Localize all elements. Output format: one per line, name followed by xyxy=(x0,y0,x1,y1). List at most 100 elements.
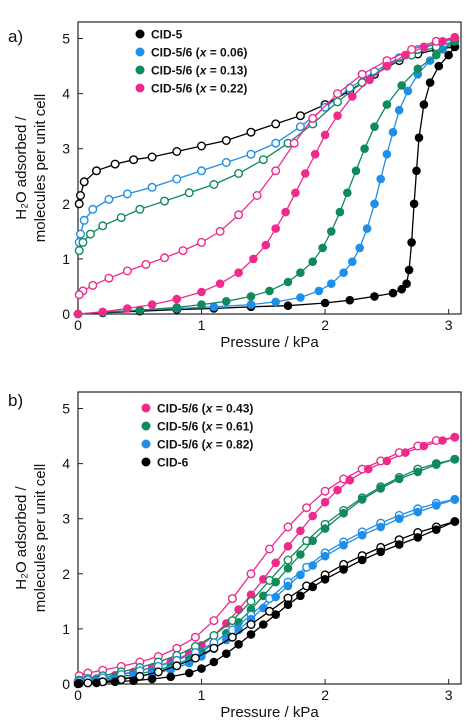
adsorption-point xyxy=(110,677,120,687)
legend-entry: CID-5/6 (x = 0.82) xyxy=(157,438,253,452)
adsorption-point xyxy=(320,551,330,561)
legend-entry-value: = 0.61) xyxy=(212,420,253,434)
legend-entry: CID-6 xyxy=(157,456,189,470)
x-tick-label: 3 xyxy=(445,687,453,703)
desorption-point xyxy=(147,152,157,162)
adsorption-point xyxy=(129,676,138,686)
panel-a: 0 1 2 3 0 1 2 3 4 5 Pressure / kPa H₂O adsorbed / mo… xyxy=(8,21,462,351)
adsorption-point xyxy=(362,224,372,233)
desorption-point xyxy=(357,69,367,79)
adsorption-point xyxy=(234,640,243,649)
desorption-point xyxy=(147,182,157,192)
legend-marker xyxy=(141,403,151,413)
desorption-point xyxy=(88,280,98,290)
adsorption-point xyxy=(432,525,441,535)
adsorption-point xyxy=(382,100,392,109)
legend-entry-prefix: CID-5 xyxy=(151,28,183,42)
desorption-point xyxy=(227,632,237,642)
desorption-point xyxy=(122,189,132,199)
y-tick-label: 1 xyxy=(62,621,70,637)
desorption-point xyxy=(75,190,85,200)
adsorption-point xyxy=(364,464,373,474)
desorption-point xyxy=(129,155,139,165)
desorption-point xyxy=(104,273,114,283)
adsorption-point xyxy=(404,265,414,275)
series-1 xyxy=(73,454,460,687)
series-2 xyxy=(73,36,460,319)
adsorption-point xyxy=(339,565,348,574)
desorption-point xyxy=(196,141,206,151)
legend-entry-variable: x xyxy=(205,438,214,452)
adsorption-point xyxy=(419,42,429,52)
adsorption-point xyxy=(271,610,281,619)
desorption-point xyxy=(246,620,256,630)
adsorption-point xyxy=(370,292,379,301)
desorption-point xyxy=(252,190,262,200)
adsorption-point xyxy=(308,561,318,570)
desorption-point xyxy=(320,102,330,112)
desorption-point xyxy=(320,486,330,496)
adsorption-point xyxy=(246,292,256,301)
adsorption-point xyxy=(147,300,157,309)
adsorption-point xyxy=(345,475,355,485)
adsorption-line xyxy=(77,458,455,683)
series-0 xyxy=(73,432,460,686)
x-axis-title: Pressure / kPa xyxy=(220,704,319,721)
desorption-point xyxy=(79,177,89,187)
adsorption-point xyxy=(402,279,411,289)
adsorption-point xyxy=(320,575,330,584)
adsorption-point xyxy=(184,668,194,678)
desorption-point xyxy=(135,671,145,681)
x-tick-label: 3 xyxy=(445,317,453,333)
adsorption-point xyxy=(283,301,293,311)
adsorption-point xyxy=(296,526,305,536)
adsorption-point xyxy=(413,533,423,542)
adsorption-point xyxy=(271,558,281,568)
desorption-point xyxy=(209,616,219,626)
adsorption-point xyxy=(73,309,83,319)
desorption-point xyxy=(295,122,305,132)
desorption-point xyxy=(227,594,237,604)
desorption-point xyxy=(295,111,305,121)
adsorption-point xyxy=(333,485,342,495)
x-tick-label: 2 xyxy=(321,687,329,703)
y-axis-title-line2: molecules per unit cell xyxy=(32,94,49,242)
adsorption-point xyxy=(345,295,355,305)
desorption-point xyxy=(271,166,281,176)
adsorption-point xyxy=(370,122,379,131)
desorption-point xyxy=(74,290,84,300)
desorption-point xyxy=(172,174,182,184)
adsorption-point xyxy=(357,495,367,504)
adsorption-point xyxy=(222,649,231,659)
y-axis-title-line2: molecules per unit cell xyxy=(32,464,49,612)
adsorption-point xyxy=(394,540,404,549)
desorption-point xyxy=(74,246,84,256)
desorption-point xyxy=(333,97,343,107)
y-tick-label: 5 xyxy=(62,31,70,47)
adsorption-point xyxy=(281,207,290,217)
y-tick-label: 1 xyxy=(62,251,70,267)
adsorption-point xyxy=(394,514,404,524)
adsorption-line xyxy=(77,38,456,315)
adsorption-point xyxy=(320,130,330,140)
desorption-point xyxy=(159,253,169,263)
adsorption-point xyxy=(308,511,318,521)
x-tick-label: 0 xyxy=(74,317,82,333)
y-tick-label: 2 xyxy=(62,566,70,582)
legend-entry-value: = 0.06) xyxy=(206,46,247,60)
adsorption-point xyxy=(320,497,330,507)
adsorption-point xyxy=(397,284,407,294)
panel-label: b) xyxy=(8,391,23,410)
adsorption-point xyxy=(283,600,293,610)
desorption-point xyxy=(153,667,163,677)
adsorption-point xyxy=(296,550,305,559)
legend-entry-prefix: CID-5/6 ( xyxy=(157,438,206,452)
adsorption-point xyxy=(249,254,258,264)
adsorption-point xyxy=(314,286,324,296)
legend-marker xyxy=(141,457,151,467)
adsorption-line xyxy=(77,36,455,315)
adsorption-point xyxy=(339,268,348,278)
adsorption-point xyxy=(265,286,274,296)
legend-marker xyxy=(135,65,145,75)
